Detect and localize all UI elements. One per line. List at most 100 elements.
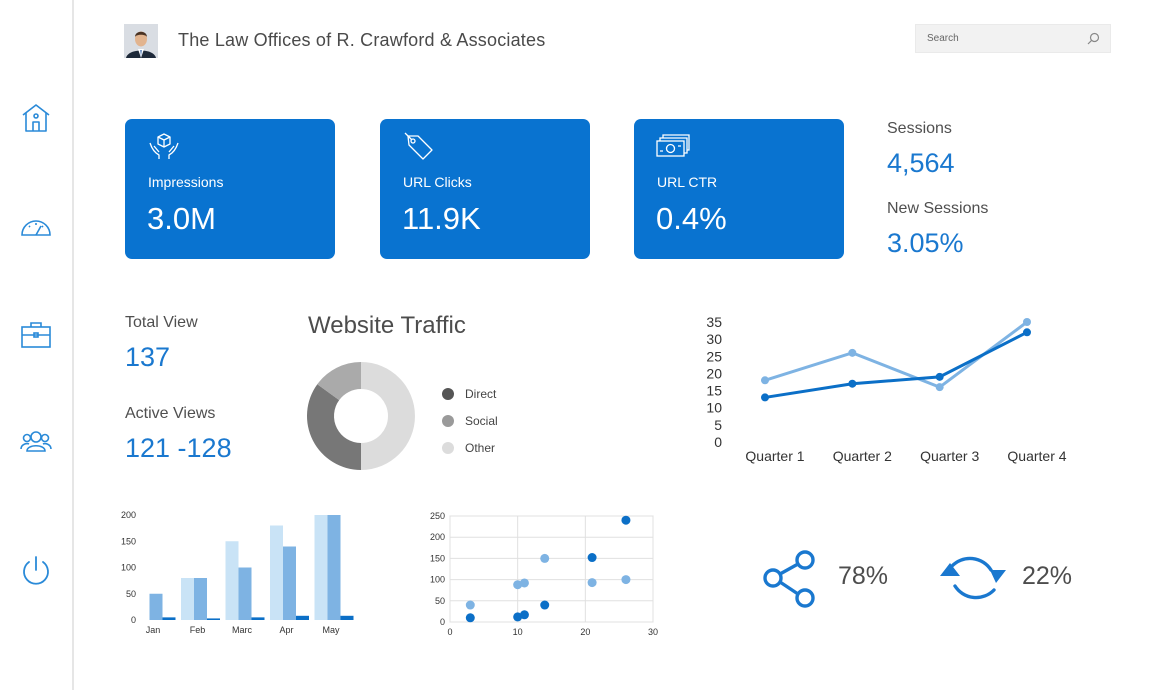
bar bbox=[162, 617, 176, 620]
line-series-2 bbox=[764, 330, 1028, 399]
scatter-x-tick: 0 bbox=[447, 627, 452, 637]
scatter-y-tick: 200 bbox=[430, 532, 445, 542]
total-view-label: Total View bbox=[125, 314, 198, 331]
line-point bbox=[935, 372, 944, 381]
bar bbox=[327, 515, 341, 620]
line-series-1 bbox=[764, 320, 1028, 389]
impressions-card[interactable]: Impressions 3.0M bbox=[125, 119, 335, 259]
bar-y-tick: 100 bbox=[121, 563, 136, 573]
bar-x-tick: Jan bbox=[146, 625, 161, 635]
scatter-point bbox=[587, 553, 597, 563]
bar bbox=[225, 541, 239, 620]
scatter-point bbox=[540, 600, 550, 610]
sessions-label: Sessions bbox=[887, 120, 952, 137]
donut-slice-social bbox=[317, 362, 361, 401]
line-x-tick: Quarter 3 bbox=[920, 448, 979, 464]
scatter-y-tick: 0 bbox=[440, 617, 445, 627]
legend-direct-swatch bbox=[442, 387, 454, 400]
scatter-x-tick: 30 bbox=[648, 627, 658, 637]
scatter-point bbox=[465, 613, 475, 623]
avatar bbox=[124, 24, 158, 58]
bar-y-tick: 50 bbox=[126, 589, 136, 599]
bar bbox=[270, 525, 283, 620]
line-point bbox=[935, 383, 944, 392]
legend-item-direct: Direct bbox=[442, 380, 498, 407]
new-sessions-label: New Sessions bbox=[887, 200, 989, 217]
scatter-y-tick: 250 bbox=[430, 511, 445, 521]
scatter-x-tick: 10 bbox=[513, 627, 523, 637]
cash-icon bbox=[656, 131, 690, 161]
legend-item-other: Other bbox=[442, 434, 498, 461]
line-x-tick: Quarter 1 bbox=[745, 448, 804, 464]
dashboard-gauge-icon[interactable] bbox=[19, 210, 53, 244]
bar-y-tick: 150 bbox=[121, 536, 136, 546]
legend-social-label: Social bbox=[465, 413, 498, 428]
bar-x-tick: May bbox=[322, 625, 340, 635]
total-view-value: 137 bbox=[125, 342, 171, 372]
monthly-bar-chart: 0 50 100 150 200 Jan Feb Marc Apr May bbox=[121, 510, 354, 635]
scatter-y-tick: 150 bbox=[430, 553, 445, 563]
line-y-tick: 30 bbox=[706, 331, 722, 347]
bar bbox=[296, 615, 309, 620]
bar bbox=[149, 593, 163, 620]
active-views-label: Active Views bbox=[125, 405, 216, 422]
donut-slice-other bbox=[361, 362, 415, 470]
search-input[interactable] bbox=[916, 25, 1086, 52]
line-y-tick: 10 bbox=[706, 400, 722, 416]
url-ctr-card[interactable]: URL CTR 0.4% bbox=[634, 119, 844, 259]
donut-slice-direct bbox=[307, 384, 361, 470]
power-icon[interactable] bbox=[19, 554, 53, 588]
bar bbox=[194, 578, 207, 620]
legend-direct-label: Direct bbox=[465, 386, 497, 401]
scatter-point bbox=[465, 600, 475, 610]
share-icon[interactable] bbox=[760, 548, 820, 608]
line-point bbox=[1023, 318, 1031, 326]
scatter-point bbox=[519, 610, 529, 620]
line-y-tick: 35 bbox=[706, 314, 722, 330]
bar-x-tick: Feb bbox=[190, 625, 206, 635]
share-percent: 78% bbox=[838, 562, 889, 590]
search-icon[interactable] bbox=[1087, 32, 1100, 45]
bar-y-tick: 0 bbox=[131, 615, 136, 625]
url-ctr-label: URL CTR bbox=[657, 174, 718, 190]
scatter-point bbox=[621, 515, 631, 525]
line-point bbox=[1023, 328, 1031, 337]
scatter-y-tick: 50 bbox=[435, 596, 445, 606]
scatter-frame bbox=[449, 515, 654, 623]
tag-icon bbox=[402, 131, 436, 161]
url-clicks-card[interactable]: URL Clicks 11.9K bbox=[380, 119, 590, 259]
bar bbox=[251, 617, 265, 620]
line-point bbox=[761, 393, 769, 402]
users-icon[interactable] bbox=[19, 425, 53, 459]
sidebar bbox=[0, 0, 74, 690]
briefcase-icon[interactable] bbox=[19, 318, 53, 352]
search-box bbox=[915, 24, 1111, 53]
bar bbox=[314, 515, 328, 620]
line-point bbox=[761, 376, 769, 385]
bar bbox=[207, 618, 220, 620]
bar bbox=[283, 546, 296, 620]
new-sessions-value: 3.05% bbox=[887, 228, 964, 258]
bar-x-tick: Apr bbox=[279, 625, 293, 635]
scatter-point bbox=[621, 575, 631, 585]
scatter-point bbox=[513, 580, 523, 590]
url-ctr-value: 0.4% bbox=[656, 201, 727, 236]
home-icon[interactable] bbox=[19, 101, 53, 135]
bar bbox=[238, 567, 252, 620]
scatter-point bbox=[513, 612, 523, 622]
impressions-label: Impressions bbox=[148, 174, 224, 190]
line-x-tick: Quarter 2 bbox=[833, 448, 892, 464]
sessions-value: 4,564 bbox=[887, 148, 955, 178]
bar bbox=[340, 615, 354, 620]
url-clicks-label: URL Clicks bbox=[403, 174, 472, 190]
line-y-tick: 0 bbox=[714, 434, 722, 450]
line-y-tick: 15 bbox=[706, 383, 722, 399]
website-traffic-donut-chart bbox=[307, 362, 415, 470]
bar-x-tick: Marc bbox=[232, 625, 252, 635]
line-y-tick: 20 bbox=[706, 365, 722, 381]
bar-y-tick: 200 bbox=[121, 510, 136, 520]
impressions-value: 3.0M bbox=[147, 201, 216, 236]
refresh-icon[interactable] bbox=[938, 548, 1006, 608]
legend-social-swatch bbox=[442, 414, 454, 427]
line-y-tick: 25 bbox=[706, 348, 722, 364]
